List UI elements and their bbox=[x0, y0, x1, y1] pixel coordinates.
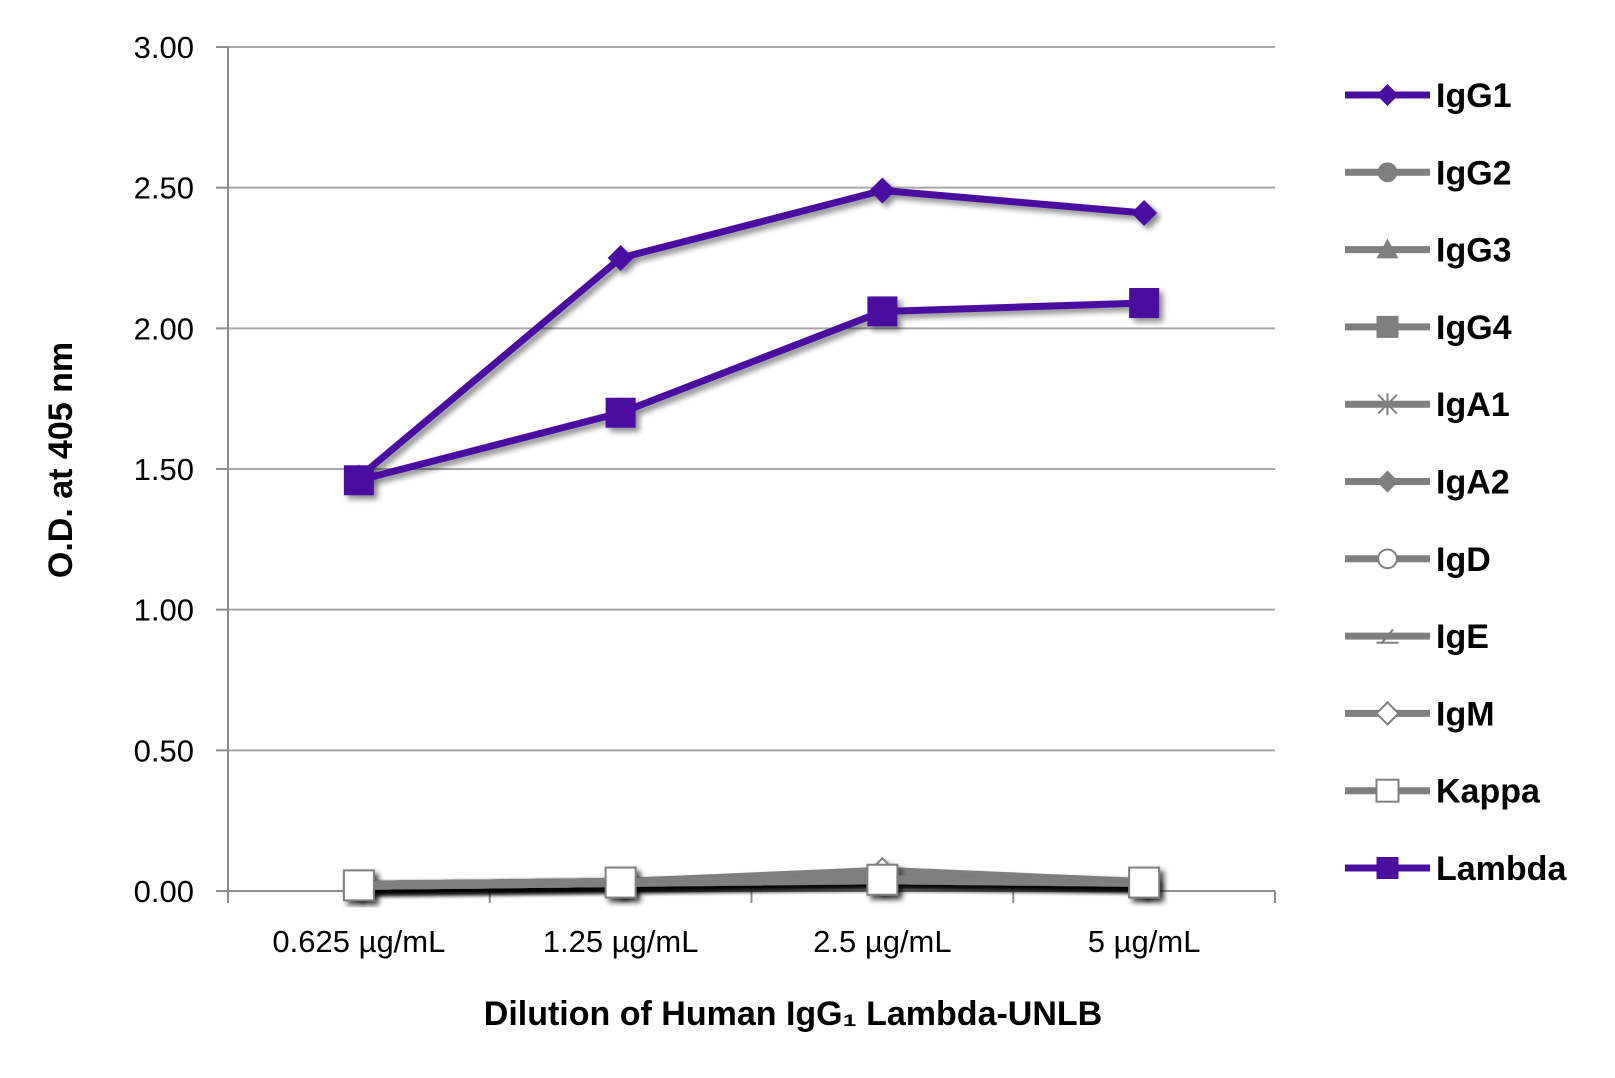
legend-marker bbox=[1377, 393, 1398, 416]
legend-label: IgG4 bbox=[1436, 309, 1512, 347]
legend-marker bbox=[1376, 238, 1399, 259]
data-point bbox=[343, 465, 374, 496]
y-tick-label: 1.00 bbox=[134, 593, 194, 628]
y-tick-label: 2.00 bbox=[134, 311, 194, 346]
legend-marker bbox=[1376, 315, 1399, 338]
legend-marker bbox=[1375, 778, 1400, 803]
x-tick-label: 2.5 µg/mL bbox=[813, 924, 952, 959]
data-point bbox=[607, 245, 634, 271]
legend-item-igd: IgD bbox=[1345, 541, 1491, 579]
legend: IgG1 IgG2 IgG3 IgG4 IgA1 IgA2 IgD IgE IgM Kappa La… bbox=[1345, 77, 1567, 888]
legend-item-ige: IgE bbox=[1345, 618, 1489, 656]
legend-item-igg3: IgG3 bbox=[1345, 232, 1512, 270]
data-point bbox=[1131, 199, 1158, 226]
x-tick-label: 5 µg/mL bbox=[1088, 924, 1201, 959]
legend-item-igm: IgM bbox=[1345, 695, 1495, 733]
x-tick-label: 1.25 µg/mL bbox=[543, 924, 699, 959]
y-tick-label: 3.00 bbox=[134, 30, 194, 65]
axes: 0.00 0.50 1.00 1.50 2.00 2.50 3.00 0.625 µg/mL 1… bbox=[134, 30, 1276, 959]
series-igg1 bbox=[345, 177, 1158, 491]
legend-marker bbox=[1377, 162, 1398, 183]
series-group bbox=[342, 177, 1161, 902]
y-tick-label: 0.50 bbox=[134, 733, 194, 768]
series-kappa bbox=[342, 863, 1161, 902]
y-tick-label: 1.50 bbox=[134, 452, 194, 487]
legend-item-iga2: IgA2 bbox=[1345, 464, 1510, 502]
x-tick-label: 0.625 µg/mL bbox=[272, 924, 445, 959]
legend-marker bbox=[1377, 548, 1398, 570]
gridlines bbox=[228, 46, 1275, 752]
legend-label: IgD bbox=[1436, 541, 1491, 579]
legend-item-kappa: Kappa bbox=[1345, 773, 1541, 811]
y-axis-title: O.D. at 405 nm bbox=[42, 342, 80, 578]
legend-label: Kappa bbox=[1436, 773, 1541, 811]
data-point bbox=[604, 866, 637, 899]
legend-label: IgG2 bbox=[1436, 154, 1512, 192]
legend-label: IgA2 bbox=[1436, 464, 1510, 502]
series-line bbox=[358, 299, 1145, 484]
data-point bbox=[869, 177, 896, 204]
legend-item-iga1: IgA1 bbox=[1345, 386, 1510, 424]
data-point bbox=[867, 296, 898, 327]
legend-item-lambda: Lambda bbox=[1345, 850, 1567, 888]
legend-marker bbox=[1376, 84, 1399, 106]
data-point bbox=[342, 869, 375, 902]
legend-marker bbox=[1376, 470, 1399, 493]
y-tick-label: 0.00 bbox=[134, 874, 194, 909]
legend-label: IgM bbox=[1436, 695, 1495, 733]
x-axis-title: Dilution of Human IgG₁ Lambda-UNLB bbox=[484, 995, 1102, 1033]
legend-marker bbox=[1375, 700, 1400, 726]
legend-marker bbox=[1376, 628, 1399, 644]
data-point bbox=[1129, 288, 1160, 319]
legend-item-igg4: IgG4 bbox=[1345, 309, 1512, 347]
data-point bbox=[1128, 866, 1161, 899]
data-point bbox=[605, 397, 636, 428]
y-tick-label: 2.50 bbox=[134, 171, 194, 206]
series-line bbox=[356, 186, 1145, 481]
legend-label: Lambda bbox=[1436, 850, 1567, 888]
legend-marker bbox=[1376, 857, 1399, 879]
legend-label: IgG1 bbox=[1436, 77, 1512, 115]
legend-label: IgG3 bbox=[1436, 232, 1512, 270]
series-line bbox=[358, 875, 1145, 890]
legend-label: IgE bbox=[1436, 618, 1489, 656]
legend-item-igg1: IgG1 bbox=[1345, 77, 1512, 115]
legend-item-igg2: IgG2 bbox=[1345, 154, 1512, 192]
legend-label: IgA1 bbox=[1436, 386, 1510, 424]
data-point bbox=[866, 863, 899, 896]
series-lambda bbox=[343, 288, 1160, 496]
